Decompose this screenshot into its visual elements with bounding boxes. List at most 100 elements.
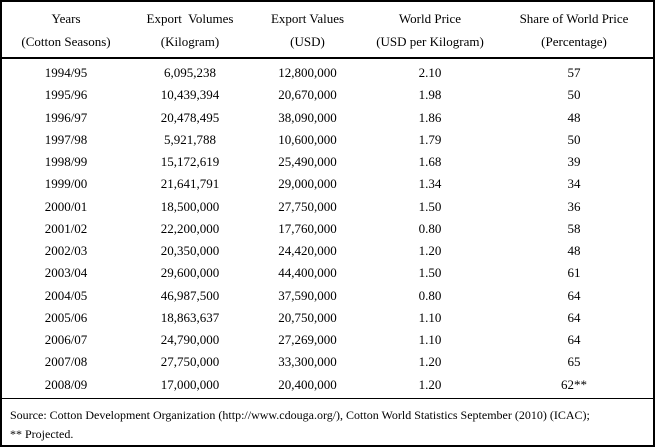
column-header-years: Years (Cotton Seasons) [2,7,130,53]
cell-export-volume: 46,987,500 [160,287,220,303]
cell-export-volume: 5,921,788 [164,131,216,147]
column-header-label: Years [51,11,81,26]
cell-share-of-world-price: 64 [567,309,581,325]
cell-export-value: 10,600,000 [278,131,337,147]
table-row: 2000/01 18,500,000 27,750,000 1.50 36 [2,196,653,218]
cell-share-of-world-price: 64 [567,332,581,347]
cell-season: 2008/09 [44,376,88,392]
cell-season: 1998/99 [44,154,88,169]
cell-world-price: 2.10 [418,65,442,80]
cell-export-volume: 29,600,000 [160,265,220,281]
cell-export-volume: 10,439,394 [160,87,220,103]
cell-export-value: 29,000,000 [278,176,337,192]
table-row: 2007/08 27,750,000 33,300,000 1.20 65 [2,351,653,373]
source-note: Source: Cotton Development Organization … [10,407,590,422]
cell-share-of-world-price: 62** [561,376,587,392]
cell-share-of-world-price: 36 [567,198,581,214]
cell-season: 1995/96 [44,87,88,103]
column-header-label: World Price [398,11,462,26]
cell-export-value: 17,760,000 [278,220,337,236]
table-row: 1995/96 10,439,394 20,670,000 1.98 50 [2,84,653,106]
cell-export-volume: 20,350,000 [160,243,220,258]
cell-share-of-world-price: 48 [567,243,581,258]
column-header-world-price: World Price (USD per Kilogram) [365,7,495,53]
cell-share-of-world-price: 48 [567,109,581,125]
cell-world-price: 1.20 [418,354,442,370]
cell-share-of-world-price: 34 [567,176,581,192]
cell-world-price: 1.86 [418,109,442,125]
cell-share-of-world-price: 65 [567,354,581,370]
cell-export-value: 25,490,000 [278,154,337,169]
table-row: 2008/09 17,000,000 20,400,000 1.20 62** [2,374,653,396]
cell-world-price: 1.20 [418,243,442,258]
table-row: 1996/97 20,478,495 38,090,000 1.86 48 [2,107,653,129]
column-header-export-volumes: Export Volumes (Kilogram) [130,7,250,53]
cell-export-volume: 18,500,000 [160,198,220,214]
column-header-unit: (USD) [290,34,325,49]
cell-season: 2001/02 [44,220,88,236]
cell-season: 1997/98 [44,131,88,147]
cell-export-value: 20,400,000 [278,376,337,392]
table-row: 1997/98 5,921,788 10,600,000 1.79 50 [2,129,653,151]
projected-note: ** Projected. [10,426,74,441]
cell-export-volume: 6,095,238 [164,65,216,80]
cell-share-of-world-price: 64 [567,287,581,303]
cell-export-value: 24,420,000 [278,243,337,258]
cell-season: 2002/03 [44,243,88,258]
table-row: 2004/05 46,987,500 37,590,000 0.80 64 [2,285,653,307]
column-header-share-of-world-price: Share of World Price (Percentage) [495,7,653,53]
cell-export-volume: 21,641,791 [160,176,220,192]
cell-world-price: 0.80 [418,220,442,236]
cell-share-of-world-price: 39 [567,154,581,169]
column-header-label: Export Values [270,11,345,26]
cell-export-value: 44,400,000 [278,265,337,281]
cell-share-of-world-price: 50 [567,87,581,103]
cell-export-volume: 24,790,000 [160,332,220,347]
cell-export-value: 37,590,000 [278,287,337,303]
cell-export-value: 27,269,000 [278,332,337,347]
table-footnotes: Source: Cotton Development Organization … [2,399,653,444]
cell-share-of-world-price: 50 [567,131,581,147]
table-header-row: Years (Cotton Seasons) Export Volumes (K… [2,2,653,59]
cell-world-price: 1.20 [418,376,442,392]
cell-world-price: 1.34 [418,176,442,192]
cell-world-price: 1.50 [418,198,442,214]
cell-export-volume: 17,000,000 [160,376,220,392]
column-header-label: Share of World Price [519,11,629,26]
table-row: 2003/04 29,600,000 44,400,000 1.50 61 [2,262,653,284]
cell-season: 2005/06 [44,309,88,325]
cell-export-volume: 20,478,495 [160,109,220,125]
cell-season: 2006/07 [44,332,88,347]
table-row: 2005/06 18,863,637 20,750,000 1.10 64 [2,307,653,329]
table-row: 2006/07 24,790,000 27,269,000 1.10 64 [2,329,653,351]
cell-world-price: 1.10 [418,309,442,325]
cell-season: 1999/00 [44,176,88,192]
cell-world-price: 1.98 [418,87,442,103]
cell-season: 1996/97 [44,109,88,125]
cell-export-volume: 15,172,619 [160,154,220,169]
column-header-label: Export Volumes [146,11,234,26]
cell-export-value: 27,750,000 [278,198,337,214]
cell-world-price: 1.79 [418,131,442,147]
cell-share-of-world-price: 57 [567,65,581,80]
cell-world-price: 0.80 [418,287,442,303]
table-body: 1994/95 6,095,238 12,800,000 2.10 57 1995/96 1… [2,59,653,399]
cell-share-of-world-price: 61 [567,265,581,281]
cell-export-value: 38,090,000 [278,109,337,125]
cell-export-volume: 18,863,637 [160,309,220,325]
cell-season: 2004/05 [44,287,88,303]
cell-world-price: 1.68 [418,154,442,169]
table-row: 2001/02 22,200,000 17,760,000 0.80 58 [2,218,653,240]
cell-world-price: 1.50 [418,265,442,281]
column-header-unit: (Percentage) [541,34,607,49]
cell-share-of-world-price: 58 [567,220,581,236]
column-header-unit: (Kilogram) [160,34,220,49]
cell-season: 2003/04 [44,265,88,281]
cell-export-value: 33,300,000 [278,354,337,370]
cell-export-volume: 22,200,000 [160,220,220,236]
table-row: 2002/03 20,350,000 24,420,000 1.20 48 [2,240,653,262]
table-row: 1994/95 6,095,238 12,800,000 2.10 57 [2,62,653,84]
cell-season: 2000/01 [44,198,88,214]
cell-season: 2007/08 [44,354,88,370]
